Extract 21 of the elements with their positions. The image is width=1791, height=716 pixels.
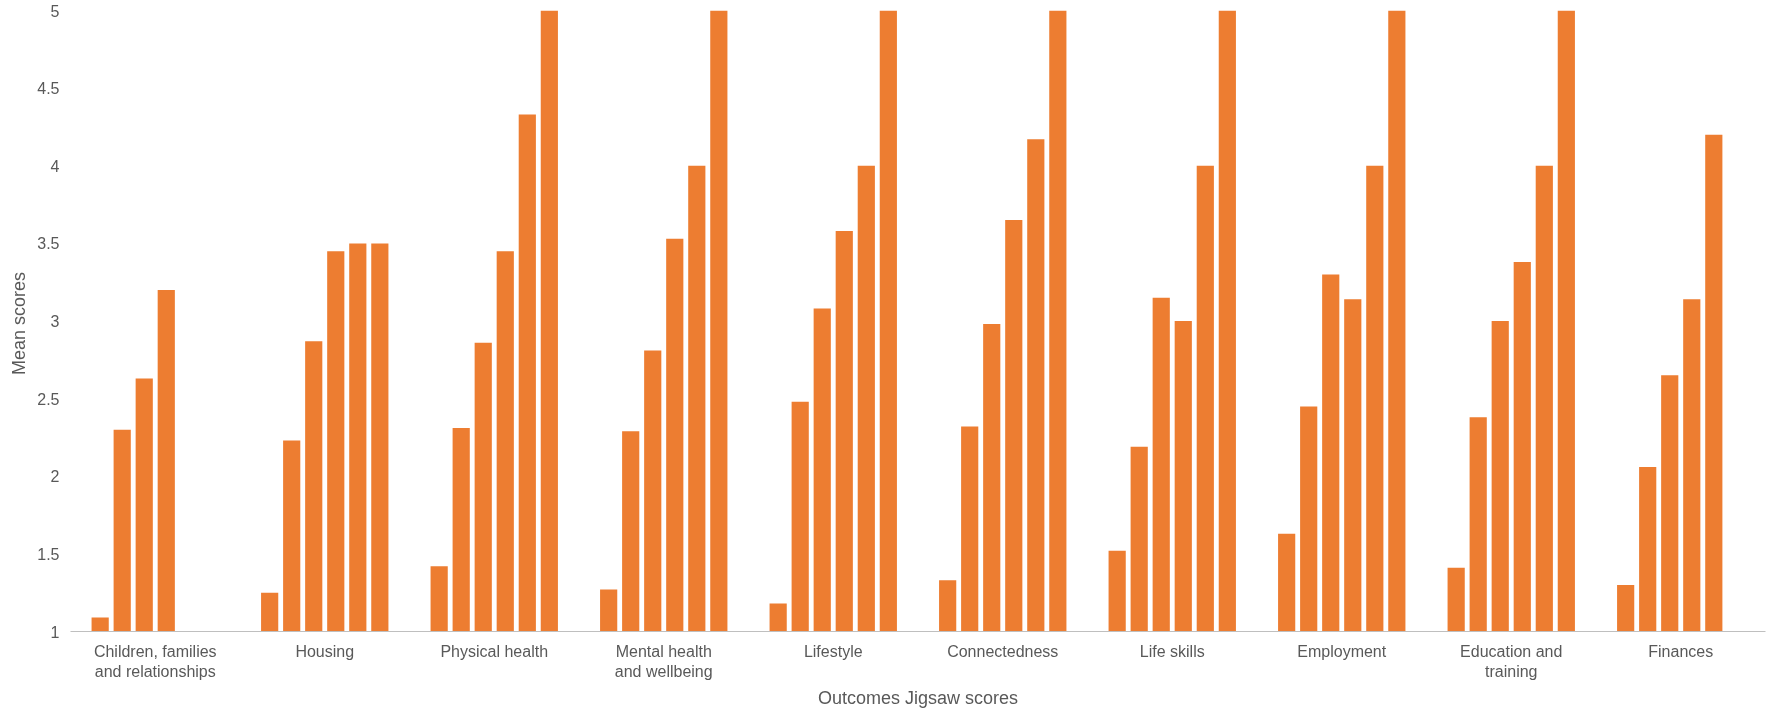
y-tick-label: 4	[50, 157, 60, 175]
x-tick-label: Life skills	[1139, 642, 1205, 660]
y-tick-label: 4.5	[37, 80, 60, 98]
y-axis-title: Mean scores	[9, 271, 30, 376]
y-tick-label: 1	[50, 623, 60, 641]
y-tick-label: 3	[50, 313, 60, 330]
x-axis-title: Outcomes Jigsaw scores	[817, 687, 1019, 708]
x-tick-label: Connectedness	[947, 642, 1059, 660]
x-tick-label: Mental health and wellbeing	[614, 642, 713, 680]
x-tick-label: Finances	[1648, 642, 1714, 660]
x-tick-label: Employment	[1297, 642, 1387, 660]
x-tick-label: Lifestyle	[803, 642, 863, 660]
x-tick-label: Physical health	[440, 642, 549, 660]
x-tick-label: Housing	[295, 642, 355, 660]
y-tick-label: 2	[50, 468, 60, 486]
x-tick-label: Education and training	[1460, 642, 1563, 680]
y-tick-label: 1.5	[37, 545, 60, 563]
x-tick-label: Children, families and relationships	[93, 642, 217, 680]
y-tick-label: 2.5	[37, 390, 60, 408]
y-tick-label: 5	[50, 2, 60, 20]
y-tick-label: 3.5	[37, 235, 60, 253]
